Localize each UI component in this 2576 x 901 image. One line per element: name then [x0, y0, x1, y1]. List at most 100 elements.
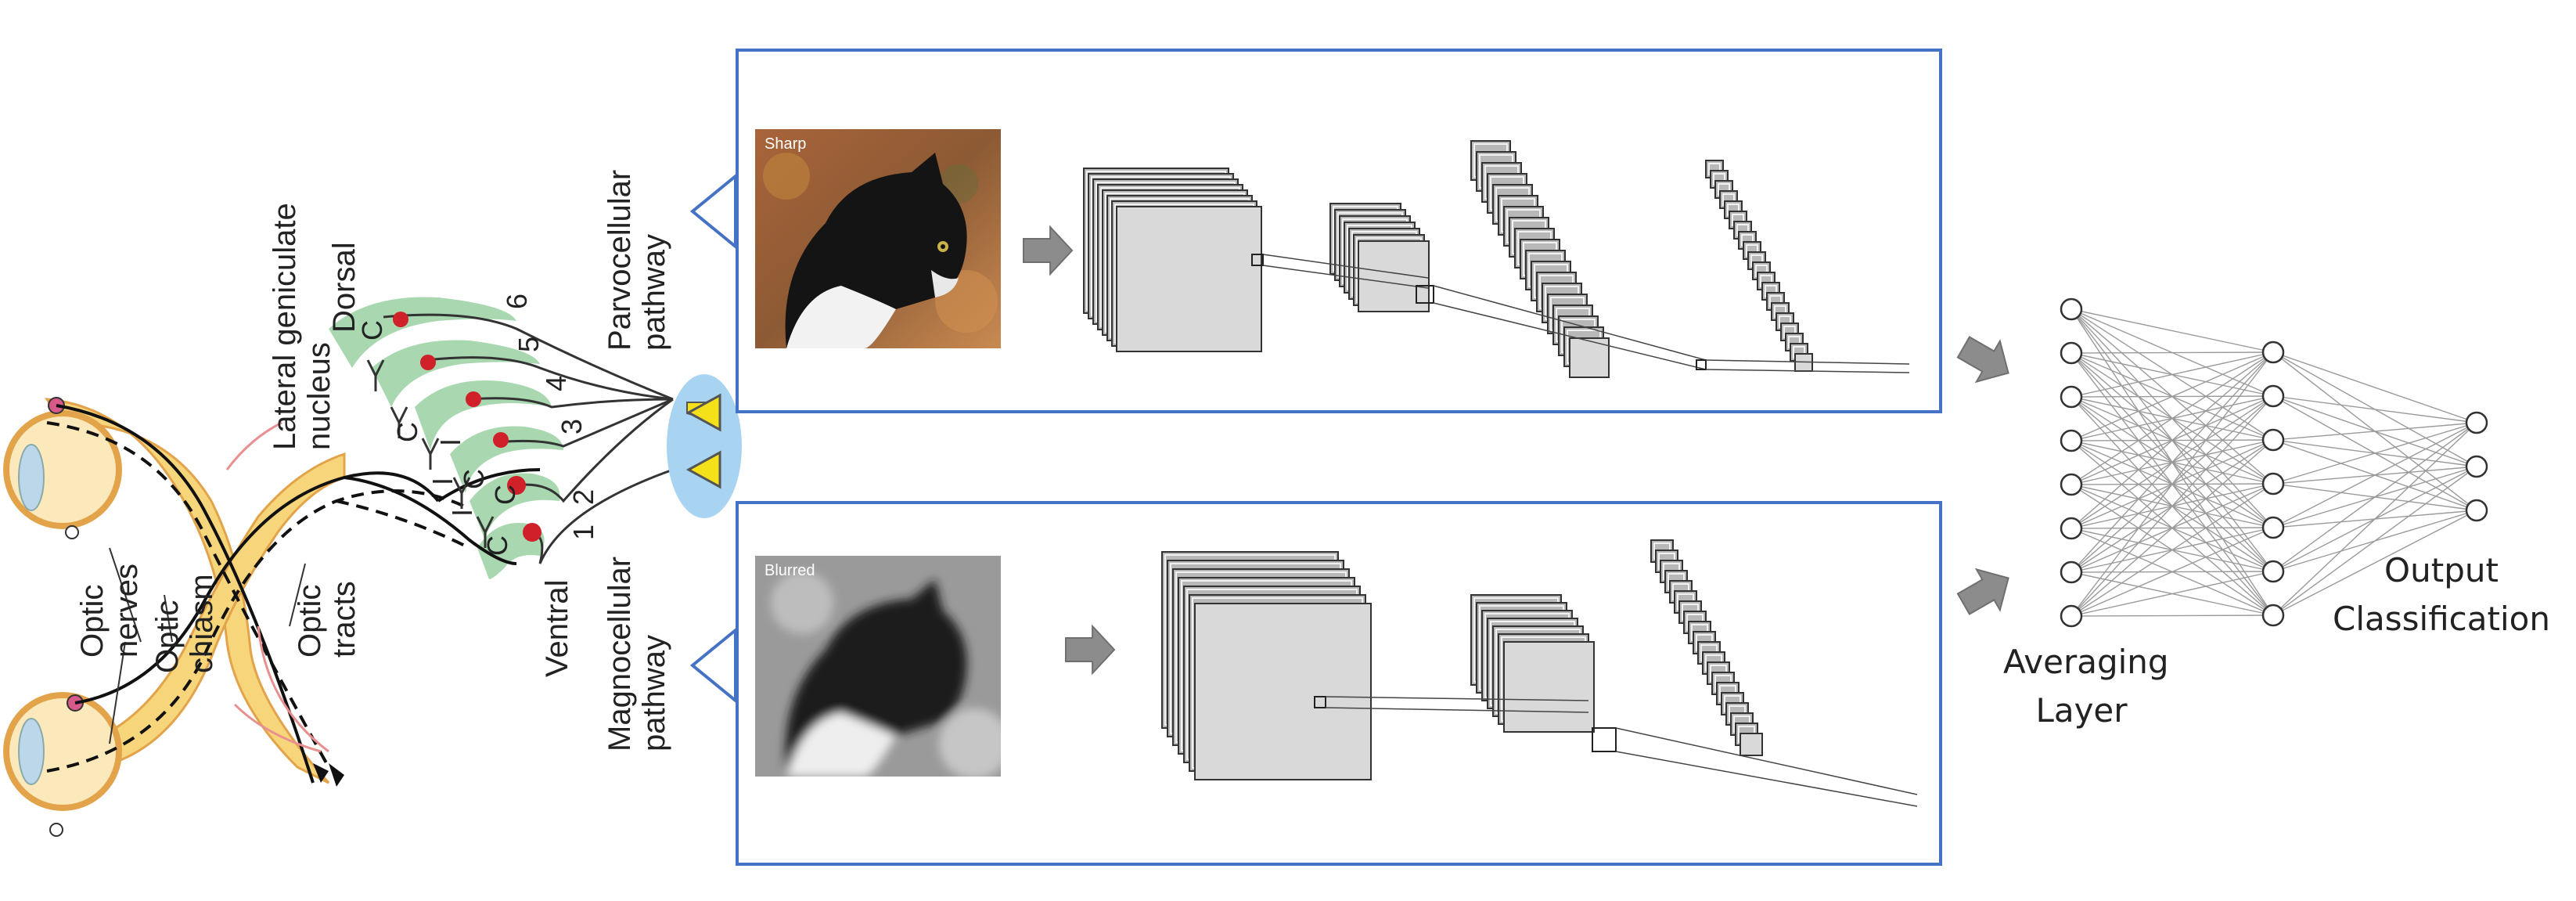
network-node: [2060, 297, 2083, 321]
blurred-cat-image: Blurred: [755, 556, 1001, 777]
network-edge: [2071, 614, 2274, 617]
network-node: [2060, 341, 2083, 365]
bottom-conv-stack-1: [1161, 551, 1372, 780]
bottom-conv-stack-3: [1650, 539, 1763, 756]
network-edge: [2272, 422, 2477, 616]
network-edge: [2071, 351, 2274, 573]
top-rf-1: [1251, 254, 1429, 289]
lgn-dendrites: [366, 359, 495, 548]
network-node: [2261, 428, 2285, 452]
network-edge: [2071, 527, 2274, 617]
network-node: [2261, 560, 2285, 583]
network-edge: [2071, 571, 2274, 617]
connector-line: [1262, 254, 1429, 279]
top-rf-2: [1416, 285, 1707, 370]
network-node: [2261, 341, 2285, 364]
optic-fibres-dashed: [46, 421, 470, 773]
network-edge: [2272, 351, 2477, 423]
magnocellular-box: [736, 501, 1942, 866]
top-conv-stack-3: [1470, 140, 1610, 378]
network-node: [2261, 516, 2285, 539]
network-edge: [2071, 351, 2274, 398]
network-edge: [2071, 351, 2274, 354]
connector-line: [1433, 302, 1707, 370]
network-edge: [2071, 483, 2274, 617]
connector-line: [1615, 727, 1918, 795]
network-edge: [2071, 351, 2274, 617]
top-merge-arrow: [1956, 336, 2009, 384]
network-edge: [2272, 422, 2477, 572]
blurred-tag: Blurred: [765, 562, 815, 579]
bottom-merge-arrow: [1956, 568, 2009, 615]
network-edge: [2071, 351, 2274, 485]
network-edge: [2272, 466, 2477, 616]
network-node: [2465, 411, 2488, 434]
magno-triangle-shape: [685, 450, 721, 489]
network-node: [2060, 560, 2083, 584]
network-node: [2060, 604, 2083, 628]
connector-line: [1325, 696, 1589, 701]
bottom-conv-stack-2: [1470, 594, 1595, 733]
top-conv-stack-4: [1705, 160, 1813, 372]
output-classification-label: Output Classification: [2316, 546, 2567, 643]
network-node: [2060, 429, 2083, 452]
receptive-field: [1416, 285, 1434, 304]
top-forward-arrow: [1023, 225, 1074, 276]
network-edge: [2071, 351, 2274, 441]
output-classification-text: Output Classification: [2333, 551, 2550, 638]
lgn-axons: [383, 313, 674, 564]
top-rf-3: [1696, 359, 1910, 373]
optic-fibres: [56, 404, 541, 784]
network-layer-2: [2261, 341, 2285, 627]
blurred-cat-photo: [755, 556, 1001, 777]
feature-map: [1116, 206, 1262, 352]
network-edge: [2071, 351, 2274, 529]
ganglion-ellipse: [667, 374, 742, 518]
bottom-rf-2: [1592, 727, 1918, 807]
network-edge: [2272, 422, 2477, 528]
connector-line: [1705, 359, 1910, 365]
network-node: [2261, 604, 2285, 627]
connector-line: [1705, 369, 1910, 373]
eye-bottom: [3, 692, 122, 837]
network-node: [2465, 499, 2488, 522]
tract-arrowhead: [313, 763, 329, 783]
arrow-shape: [1023, 225, 1074, 276]
connector-line: [1615, 751, 1918, 807]
receptive-field: [1251, 254, 1264, 266]
connector-line: [1325, 707, 1589, 713]
sharp-tag: Sharp: [765, 135, 807, 153]
connector-line: [1433, 285, 1707, 361]
arrow-shape: [1065, 624, 1116, 676]
network-node: [2060, 473, 2083, 496]
network-layer-3: [2465, 411, 2488, 522]
network-edge: [2272, 395, 2477, 423]
feature-map: [1740, 733, 1763, 756]
sharp-cat-photo: [755, 129, 1001, 348]
top-conv-stack-2: [1329, 203, 1430, 312]
sharp-cat-image: Sharp: [755, 129, 1001, 348]
network-node: [2060, 385, 2083, 409]
receptive-field: [1592, 727, 1617, 752]
tract-borders: [225, 421, 329, 753]
receptive-field: [1696, 359, 1707, 370]
network-edge: [2272, 422, 2477, 485]
lgn-neurons: [393, 312, 541, 542]
averaging-layer-label: Averaging Layer: [2003, 638, 2169, 735]
averaging-layer-text: Averaging Layer: [2003, 643, 2169, 730]
network-edge: [2272, 422, 2477, 441]
receptive-field: [1314, 696, 1326, 708]
network-node: [2261, 472, 2285, 496]
connector-line: [1262, 265, 1429, 289]
feature-map: [1503, 641, 1595, 733]
network-edges: [2071, 308, 2477, 617]
parvo-triangle-shape: [685, 393, 721, 432]
top-conv-stack-1: [1083, 168, 1262, 352]
network-edge: [2071, 395, 2274, 617]
network-node: [2060, 517, 2083, 540]
network-node: [2261, 384, 2285, 408]
network-edge: [2272, 510, 2477, 616]
